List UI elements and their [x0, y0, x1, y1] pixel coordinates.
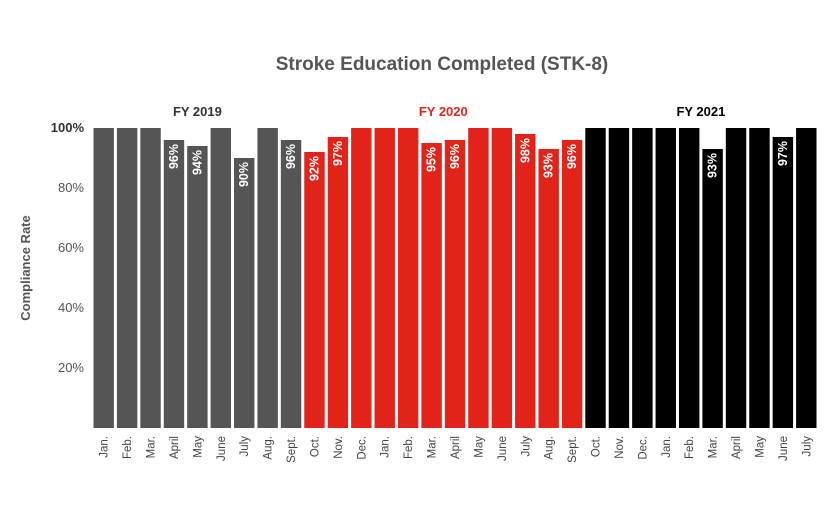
- x-tick-label: Mar.: [427, 436, 439, 458]
- bar: [491, 128, 513, 428]
- x-tick-label: Aug.: [263, 436, 275, 460]
- x-tick-label: Jan.: [380, 436, 392, 458]
- data-label: 95%: [425, 147, 439, 172]
- x-tick-label: Sept.: [567, 436, 579, 463]
- data-label: 97%: [331, 141, 345, 166]
- bar: [116, 128, 138, 428]
- x-tick-label: June: [216, 436, 228, 461]
- x-tick-label: Dec.: [356, 436, 368, 460]
- bar: [280, 140, 302, 428]
- x-tick-label: Aug.: [544, 436, 556, 460]
- x-tick-label: Feb.: [122, 436, 134, 459]
- bar: [351, 128, 372, 428]
- x-tick-label: July: [801, 436, 813, 457]
- x-tick-label: July: [239, 436, 251, 457]
- x-tick-label: Oct.: [310, 436, 322, 457]
- x-tick-label: April: [450, 436, 462, 459]
- bar: [585, 128, 606, 428]
- x-tick-label: Mar.: [708, 436, 720, 458]
- x-tick-label: April: [731, 436, 743, 459]
- x-tick-label: April: [169, 436, 181, 459]
- bar: [725, 128, 747, 428]
- x-tick-label: May: [192, 436, 204, 458]
- data-label: 92%: [308, 156, 322, 181]
- bar: [421, 143, 442, 428]
- bar: [561, 140, 583, 428]
- x-tick-label: Nov.: [614, 436, 626, 459]
- data-label: 96%: [565, 144, 579, 169]
- fiscal-year-label: FY 2019: [173, 104, 222, 119]
- fiscal-year-label: FY 2020: [419, 104, 468, 119]
- bar: [210, 128, 232, 428]
- data-label: 94%: [190, 150, 204, 175]
- x-tick-label: Mar.: [146, 436, 158, 458]
- fiscal-year-labels: FY 2019 FY 2020 FY 2021: [173, 104, 725, 119]
- bar: [93, 128, 114, 428]
- fiscal-year-label: FY 2021: [676, 104, 725, 119]
- y-tick-label: 60%: [58, 240, 84, 255]
- data-label: 90%: [237, 162, 251, 187]
- bar: [515, 134, 536, 428]
- y-tick-label: 40%: [58, 300, 84, 315]
- x-tick-label: May: [755, 436, 767, 458]
- x-tick-label: June: [778, 436, 790, 461]
- bar: [538, 149, 559, 428]
- bar: [655, 128, 676, 428]
- data-label: 96%: [284, 144, 298, 169]
- y-tick-label: 100%: [51, 120, 85, 135]
- y-axis-ticks: 20% 40% 60% 80% 100%: [51, 120, 85, 375]
- x-tick-label: Feb.: [403, 436, 415, 459]
- x-tick-label: Jan.: [99, 436, 111, 458]
- bar: [772, 137, 794, 428]
- y-tick-label: 20%: [58, 360, 84, 375]
- x-tick-label: Sept.: [286, 436, 298, 463]
- x-tick-label: Nov.: [333, 436, 345, 459]
- bar: [632, 128, 653, 428]
- data-label: 93%: [706, 153, 720, 178]
- bar: [749, 128, 770, 428]
- x-tick-label: May: [473, 436, 485, 458]
- x-tick-label: Feb.: [684, 436, 696, 459]
- x-tick-label: June: [497, 436, 509, 461]
- chart-title: Stroke Education Completed (STK-8): [276, 54, 609, 75]
- bar: [397, 128, 419, 428]
- x-tick-label: July: [520, 436, 532, 457]
- y-axis-label: Compliance Rate: [18, 215, 33, 320]
- y-tick-label: 80%: [58, 180, 84, 195]
- x-axis-ticks: Jan. Feb. Mar. April May June July Aug. Sept. Oct…: [99, 436, 814, 463]
- x-tick-label: Jan.: [661, 436, 673, 458]
- data-label: 96%: [167, 144, 181, 169]
- data-label: 97%: [776, 141, 790, 166]
- data-labels: 96% 94% 90% 96% 92% 97% 95% 96% 98% 93% 96% 93% 97%: [167, 138, 790, 187]
- bar: [608, 128, 630, 428]
- bar: [304, 152, 325, 428]
- bar: [444, 140, 466, 428]
- bar: [374, 128, 395, 428]
- data-label: 98%: [518, 138, 532, 163]
- data-label: 96%: [448, 144, 462, 169]
- bar: [140, 128, 161, 428]
- bar: [678, 128, 700, 428]
- bar: [257, 128, 278, 428]
- bar: [234, 158, 255, 428]
- bar: [327, 137, 349, 428]
- bar: [187, 146, 208, 428]
- bars: [93, 128, 817, 428]
- x-tick-label: Dec.: [637, 436, 649, 460]
- bar: [702, 149, 723, 428]
- bar: [468, 128, 489, 428]
- data-label: 93%: [542, 153, 556, 178]
- x-tick-label: Oct.: [591, 436, 603, 457]
- bar: [796, 128, 817, 428]
- bar: [163, 140, 185, 428]
